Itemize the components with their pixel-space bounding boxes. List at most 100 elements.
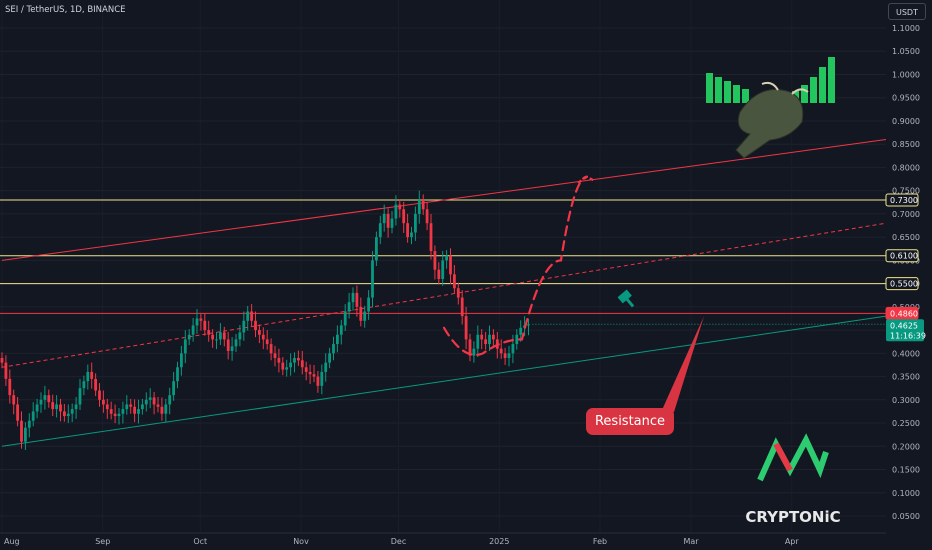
countdown-label: 11:16:39 [890,331,926,340]
candle-body [468,339,472,356]
candle-body [472,348,476,356]
x-tick-label: Nov [293,537,309,546]
candle-body [105,404,109,410]
candle-body [98,390,101,400]
cryptonic-logo [773,442,793,472]
candle-body [90,371,94,379]
y-tick-label: 1.1000 [892,24,920,33]
candle-body [156,404,160,407]
candle-body [308,371,312,375]
candle-body [63,411,66,417]
trendline [1,222,887,368]
price-level-label: 0.7300 [890,196,918,205]
candle-body [371,260,374,298]
hammer-icon [617,289,632,304]
candle-body [320,371,324,386]
symbol-title: SEI / TetherUS, 1D, BINANCE [5,5,126,15]
y-tick-label: 1.0500 [892,47,920,56]
candle-body [125,404,129,410]
y-tick-label: 1.0000 [892,70,920,79]
candle-body [242,320,246,333]
trendline [1,315,887,447]
candle-body [499,348,503,354]
cryptonic-logo [757,433,829,482]
candle-body [375,237,378,261]
candle-body [449,255,452,275]
candle-body [51,402,55,410]
price-level-tag [885,249,919,263]
candle-body [137,409,140,414]
current-price-label: 0.4625 [890,321,918,330]
candle-body [406,223,409,238]
candle-body [109,409,113,414]
candle-body [324,362,328,372]
price-level-label: 0.5500 [890,280,918,289]
candle-body [433,251,437,270]
candle-body [456,288,460,298]
candle-body [4,362,8,379]
candle-body [35,404,39,412]
candle-body [359,306,363,321]
candle-body [421,199,425,210]
candle-body [191,325,195,335]
candle-body [8,378,12,396]
price-level-tag [885,277,919,291]
candle-body [226,339,230,352]
candle-body [160,406,164,414]
x-tick-label: Feb [593,537,607,546]
candle-body [211,334,214,340]
candle-body [246,311,250,321]
x-tick-label: Apr [785,537,800,546]
price-level-tag [885,193,919,207]
resistance-annotation: Resistance [586,408,674,435]
candle-body [31,411,35,421]
x-tick-label: Sep [95,537,110,546]
candle-body [70,409,74,414]
candle-body [0,357,4,363]
candle-body [180,353,183,368]
candle-body [250,311,253,321]
candle-body [121,409,125,414]
candle-body [300,360,304,368]
candle-body [429,223,433,252]
candle-body [304,367,308,372]
candle-body [355,292,359,307]
candle-body [269,344,273,354]
y-tick-label: 0.3500 [892,373,920,382]
candle-body [86,371,90,382]
candle-body [78,388,82,405]
candle-body [519,327,523,335]
candle-body [265,339,269,345]
candle-body [328,353,331,363]
candle-body [133,406,136,414]
candle-body [12,395,16,405]
x-tick-label: Dec [391,537,406,546]
y-tick-label: 0.6500 [892,233,920,242]
projection-arrowhead [577,175,597,184]
candle-body [363,311,367,321]
candle-body [273,353,277,358]
candle-body [16,404,19,421]
candle-body [222,332,226,340]
candle-body [277,357,281,363]
candle-body [144,399,148,405]
candle-body [187,334,191,340]
candle-body [215,339,218,341]
candle-body [441,260,445,279]
candle-body [129,404,133,407]
currency-button[interactable]: USDT [888,3,926,20]
candle-body [410,232,413,238]
candle-body [27,420,31,428]
y-tick-label: 0.4000 [892,349,920,358]
candle-body [402,209,406,224]
candle-body [74,404,78,410]
candle-body [43,395,47,400]
candle-body [476,334,480,349]
candle-body [164,404,168,414]
bull-bar [819,67,826,103]
y-tick-label: 0.9000 [892,117,920,126]
candle-body [460,297,464,317]
candle-body [219,332,222,340]
candle-body [511,344,515,354]
